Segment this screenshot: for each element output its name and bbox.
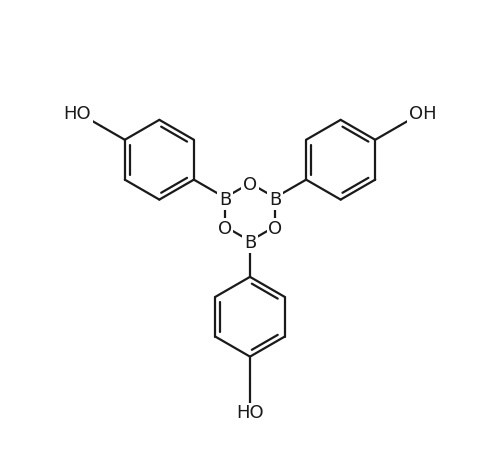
- Text: OH: OH: [409, 105, 436, 123]
- Text: HO: HO: [64, 105, 91, 123]
- Text: B: B: [219, 191, 231, 209]
- Text: O: O: [218, 219, 232, 237]
- Text: B: B: [244, 234, 256, 252]
- Text: HO: HO: [236, 404, 264, 422]
- Text: O: O: [243, 176, 257, 194]
- Text: O: O: [268, 219, 282, 237]
- Text: B: B: [269, 191, 281, 209]
